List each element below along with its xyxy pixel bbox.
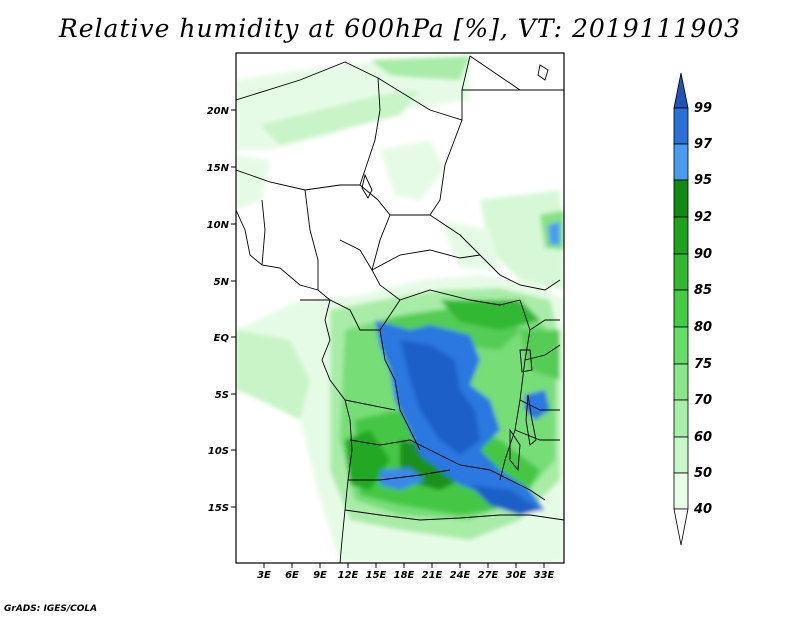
lat-label-10n: 10N [207,220,230,231]
lon-label-3e: 3E [257,570,271,581]
longitude-axis: 3E 6E 9E 12E 15E 18E 21E 24E 27E 30E 33E [257,563,555,581]
colorbar-top-arrow [673,72,689,109]
colorbar-seg-40-50 [673,472,689,510]
colorbar-label-99: 99 [694,101,712,116]
grads-credit: GrADS: IGES/COLA [4,604,98,614]
colorbar-seg-50-60 [673,436,689,474]
colorbar-seg-97-99 [673,107,689,145]
colorbar-seg-60-70 [673,399,689,438]
colorbar-label-95: 95 [694,173,712,188]
colorbar-seg-92-95 [673,179,689,218]
lat-label-15s: 15S [208,503,229,514]
lon-label-9e: 9E [313,570,327,581]
colorbar-label-92: 92 [694,210,712,225]
lat-label-eq: EQ [214,333,230,344]
colorbar-label-70: 70 [694,393,712,408]
lon-label-18e: 18E [394,570,415,581]
lat-label-20n: 20N [207,106,230,117]
lon-label-33e: 33E [534,570,555,581]
map-title: Relative humidity at 600hPa [%], VT: 201… [58,14,742,43]
lon-label-24e: 24E [450,570,471,581]
lat-label-15n: 15N [207,163,230,174]
colorbar-label-75: 75 [694,357,712,372]
colorbar-seg-85-90 [673,253,689,291]
colorbar-seg-80-85 [673,289,689,328]
colorbar-label-50: 50 [694,466,712,481]
lat-label-10s: 10S [208,446,229,457]
colorbar-seg-90-92 [673,216,689,255]
lon-label-12e: 12E [338,570,359,581]
country-borders [236,55,564,563]
lon-label-27e: 27E [478,570,499,581]
lon-label-15e: 15E [366,570,387,581]
humidity-field [236,53,564,563]
colorbar-seg-95-97 [673,143,689,181]
lat-label-5n: 5N [214,277,230,288]
colorbar-label-80: 80 [694,320,712,335]
colorbar-labels: 99 97 95 92 90 85 80 75 70 60 50 40 [693,101,713,517]
colorbar-label-40: 40 [693,502,712,517]
colorbar-seg-70-75 [673,363,689,401]
lon-label-6e: 6E [285,570,299,581]
lon-label-30e: 30E [506,570,527,581]
colorbar-label-85: 85 [694,283,712,298]
colorbar-seg-75-80 [673,326,689,365]
colorbar-bottom-arrow [673,508,689,546]
colorbar-label-90: 90 [694,247,712,262]
colorbar-label-97: 97 [694,137,713,152]
lat-label-5s: 5S [215,390,229,401]
latitude-axis: 20N 15N 10N 5N EQ 5S 10S 15S [207,106,236,514]
colorbar [673,72,689,546]
lon-label-21e: 21E [422,570,443,581]
colorbar-label-60: 60 [694,430,712,445]
map-frame [235,52,565,564]
